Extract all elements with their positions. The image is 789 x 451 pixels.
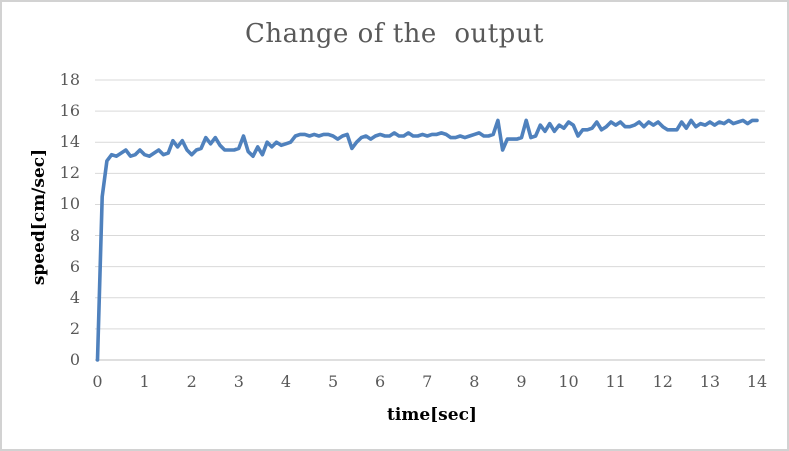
chart-title: Change of the output <box>244 19 544 49</box>
y-tick-label: 16 <box>59 101 80 121</box>
series-line-speed <box>95 118 759 362</box>
y-tick-label: 14 <box>59 132 80 152</box>
x-tick-label: 5 <box>327 372 339 391</box>
y-tick-label: 10 <box>59 194 80 214</box>
x-tick-label: 10 <box>558 372 579 391</box>
y-tick-label: 6 <box>69 256 80 276</box>
y-tick-label: 12 <box>59 163 80 183</box>
x-tick-label: 13 <box>699 372 721 391</box>
y-tick-label: 8 <box>69 225 80 245</box>
x-tick-label: 6 <box>375 372 386 391</box>
x-tick-label: 4 <box>280 372 292 391</box>
x-tick-label: 11 <box>605 372 626 391</box>
y-tick-label: 4 <box>69 287 80 307</box>
x-axis-title: time[sec] <box>387 405 477 425</box>
y-tick-label: 2 <box>69 318 80 338</box>
y-tick-label: 18 <box>59 70 80 89</box>
x-tick-label: 9 <box>516 372 527 391</box>
x-tick-label: 1 <box>139 372 150 391</box>
x-tick-label: 14 <box>746 372 768 391</box>
y-axis-title: speed[cm/sec] <box>29 148 49 286</box>
x-tick-label: 12 <box>652 372 673 391</box>
gridlines <box>95 79 765 361</box>
x-tick-label: 7 <box>422 372 433 391</box>
x-tick-label: 2 <box>186 372 197 391</box>
y-tick-label: 0 <box>69 350 80 369</box>
x-tick-label: 0 <box>92 372 103 391</box>
x-tick-label: 8 <box>469 372 480 391</box>
x-tick-label: 3 <box>233 372 244 391</box>
